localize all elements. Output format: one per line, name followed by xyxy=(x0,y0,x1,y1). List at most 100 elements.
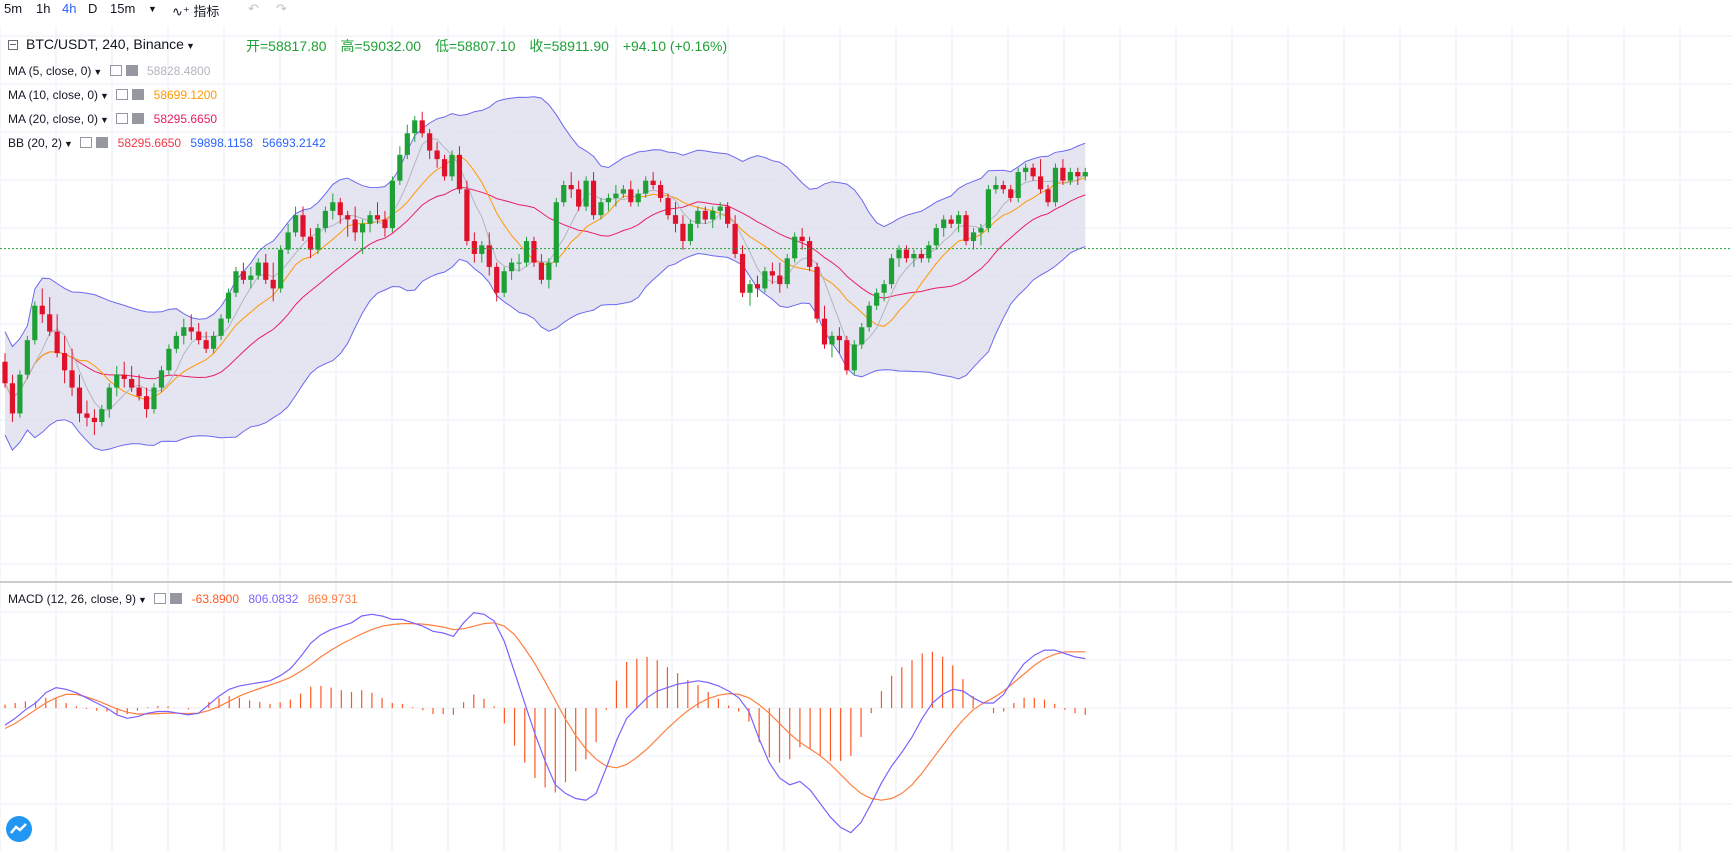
interval-d[interactable]: D xyxy=(88,1,98,16)
candle-up[interactable] xyxy=(643,176,649,198)
candle-down[interactable] xyxy=(143,387,150,418)
candle-down[interactable] xyxy=(680,215,686,250)
candle-down[interactable] xyxy=(665,193,671,220)
candle-down[interactable] xyxy=(732,215,738,259)
candle-up[interactable] xyxy=(926,241,932,263)
candle-down[interactable] xyxy=(903,245,910,263)
macd-chevron-down-icon[interactable]: ▼ xyxy=(138,595,147,605)
candle-down[interactable] xyxy=(628,180,634,207)
candle-up[interactable] xyxy=(248,266,254,289)
candle-down[interactable] xyxy=(464,180,470,246)
candle-up[interactable] xyxy=(941,215,947,237)
macd-legend[interactable]: MACD (12, 26, close, 9) ▼ -63.8900 806.08… xyxy=(8,592,358,606)
candle-up[interactable] xyxy=(501,266,507,298)
candle-up[interactable] xyxy=(322,206,328,233)
candle-up[interactable] xyxy=(330,193,336,220)
bb-chevron-down-icon[interactable]: ▼ xyxy=(64,139,73,149)
candle-down[interactable] xyxy=(300,206,306,242)
candle-up[interactable] xyxy=(1052,163,1059,207)
candle-down[interactable] xyxy=(471,232,477,263)
candle-up[interactable] xyxy=(784,253,790,289)
ma10-remove-icon[interactable] xyxy=(132,89,145,100)
candle-down[interactable] xyxy=(196,322,202,345)
candle-down[interactable] xyxy=(948,215,954,229)
candle-down[interactable] xyxy=(345,210,351,237)
candle-down[interactable] xyxy=(84,400,90,427)
candle-down[interactable] xyxy=(307,228,314,259)
tradingview-logo-icon[interactable] xyxy=(6,816,32,842)
candle-up[interactable] xyxy=(717,202,723,220)
candle-up[interactable] xyxy=(278,245,284,293)
interval-1h[interactable]: 1h xyxy=(36,1,51,16)
candle-down[interactable] xyxy=(576,180,582,211)
symbol-chevron-down-icon[interactable]: ▼ xyxy=(185,41,195,51)
candle-up[interactable] xyxy=(911,249,917,267)
candle-up[interactable] xyxy=(225,288,232,323)
candle-down[interactable] xyxy=(821,305,828,349)
candle-up[interactable] xyxy=(24,335,30,379)
ma20-visibility-icon[interactable] xyxy=(116,113,129,124)
candle-up[interactable] xyxy=(829,331,835,358)
bb-legend[interactable]: BB (20, 2) ▼ 58295.6650 59898.1158 56693.… xyxy=(8,136,326,150)
candle-down[interactable] xyxy=(69,348,75,397)
candle-down[interactable] xyxy=(62,335,68,384)
interval-5m[interactable]: 5m xyxy=(4,1,23,16)
candle-up[interactable] xyxy=(956,210,962,233)
ma5-legend[interactable]: MA (5, close, 0) ▼ 58828.4800 xyxy=(8,64,210,78)
candle-up[interactable] xyxy=(605,193,612,211)
candle-up[interactable] xyxy=(553,197,559,267)
candle-down[interactable] xyxy=(2,353,8,388)
macd-visibility-icon[interactable] xyxy=(154,593,167,604)
candle-up[interactable] xyxy=(896,245,902,267)
candle-up[interactable] xyxy=(710,206,716,229)
candle-down[interactable] xyxy=(814,262,820,323)
candle-up[interactable] xyxy=(479,241,485,263)
candle-down[interactable] xyxy=(427,128,433,160)
candle-up[interactable] xyxy=(695,206,701,229)
candle-down[interactable] xyxy=(836,327,842,354)
ma10-chevron-down-icon[interactable]: ▼ xyxy=(100,91,109,101)
candle-up[interactable] xyxy=(99,404,105,427)
candle-up[interactable] xyxy=(598,197,604,220)
candle-up[interactable] xyxy=(933,223,939,250)
candle-down[interactable] xyxy=(590,172,597,220)
ma20-remove-icon[interactable] xyxy=(132,113,145,124)
candle-down[interactable] xyxy=(531,236,537,267)
candle-down[interactable] xyxy=(754,275,761,298)
candle-down[interactable] xyxy=(725,202,731,229)
candle-up[interactable] xyxy=(583,176,589,211)
candle-up[interactable] xyxy=(151,383,157,414)
candle-down[interactable] xyxy=(352,206,358,242)
candle-down[interactable] xyxy=(658,180,664,203)
candle-up[interactable] xyxy=(613,185,619,207)
candle-down[interactable] xyxy=(1060,159,1066,185)
candle-up[interactable] xyxy=(360,219,366,254)
candle-down[interactable] xyxy=(121,361,127,388)
candle-up[interactable] xyxy=(687,219,693,246)
candle-up[interactable] xyxy=(1082,167,1088,181)
candle-up[interactable] xyxy=(114,366,120,397)
candle-up[interactable] xyxy=(181,318,187,345)
candle-down[interactable] xyxy=(844,335,850,375)
candle-up[interactable] xyxy=(985,185,991,233)
candle-down[interactable] xyxy=(486,232,492,276)
indicators-button[interactable]: ∿⁺ 指标 xyxy=(172,1,219,20)
candle-up[interactable] xyxy=(978,223,984,246)
ma10-legend[interactable]: MA (10, close, 0) ▼ 58699.1200 xyxy=(8,88,217,102)
candle-down[interactable] xyxy=(1000,180,1006,194)
candle-up[interactable] xyxy=(561,180,567,207)
candle-up[interactable] xyxy=(747,279,753,306)
candle-down[interactable] xyxy=(263,253,269,285)
candle-up[interactable] xyxy=(866,301,872,332)
candle-down[interactable] xyxy=(799,228,805,250)
candle-up[interactable] xyxy=(859,322,865,349)
candle-up[interactable] xyxy=(397,146,403,185)
candle-up[interactable] xyxy=(17,370,23,418)
candle-down[interactable] xyxy=(456,146,463,194)
candle-down[interactable] xyxy=(270,262,276,302)
candle-up[interactable] xyxy=(218,314,224,341)
candle-up[interactable] xyxy=(412,116,418,142)
candle-down[interactable] xyxy=(54,314,60,358)
candle-down[interactable] xyxy=(129,366,135,392)
candle-up[interactable] xyxy=(874,288,880,310)
